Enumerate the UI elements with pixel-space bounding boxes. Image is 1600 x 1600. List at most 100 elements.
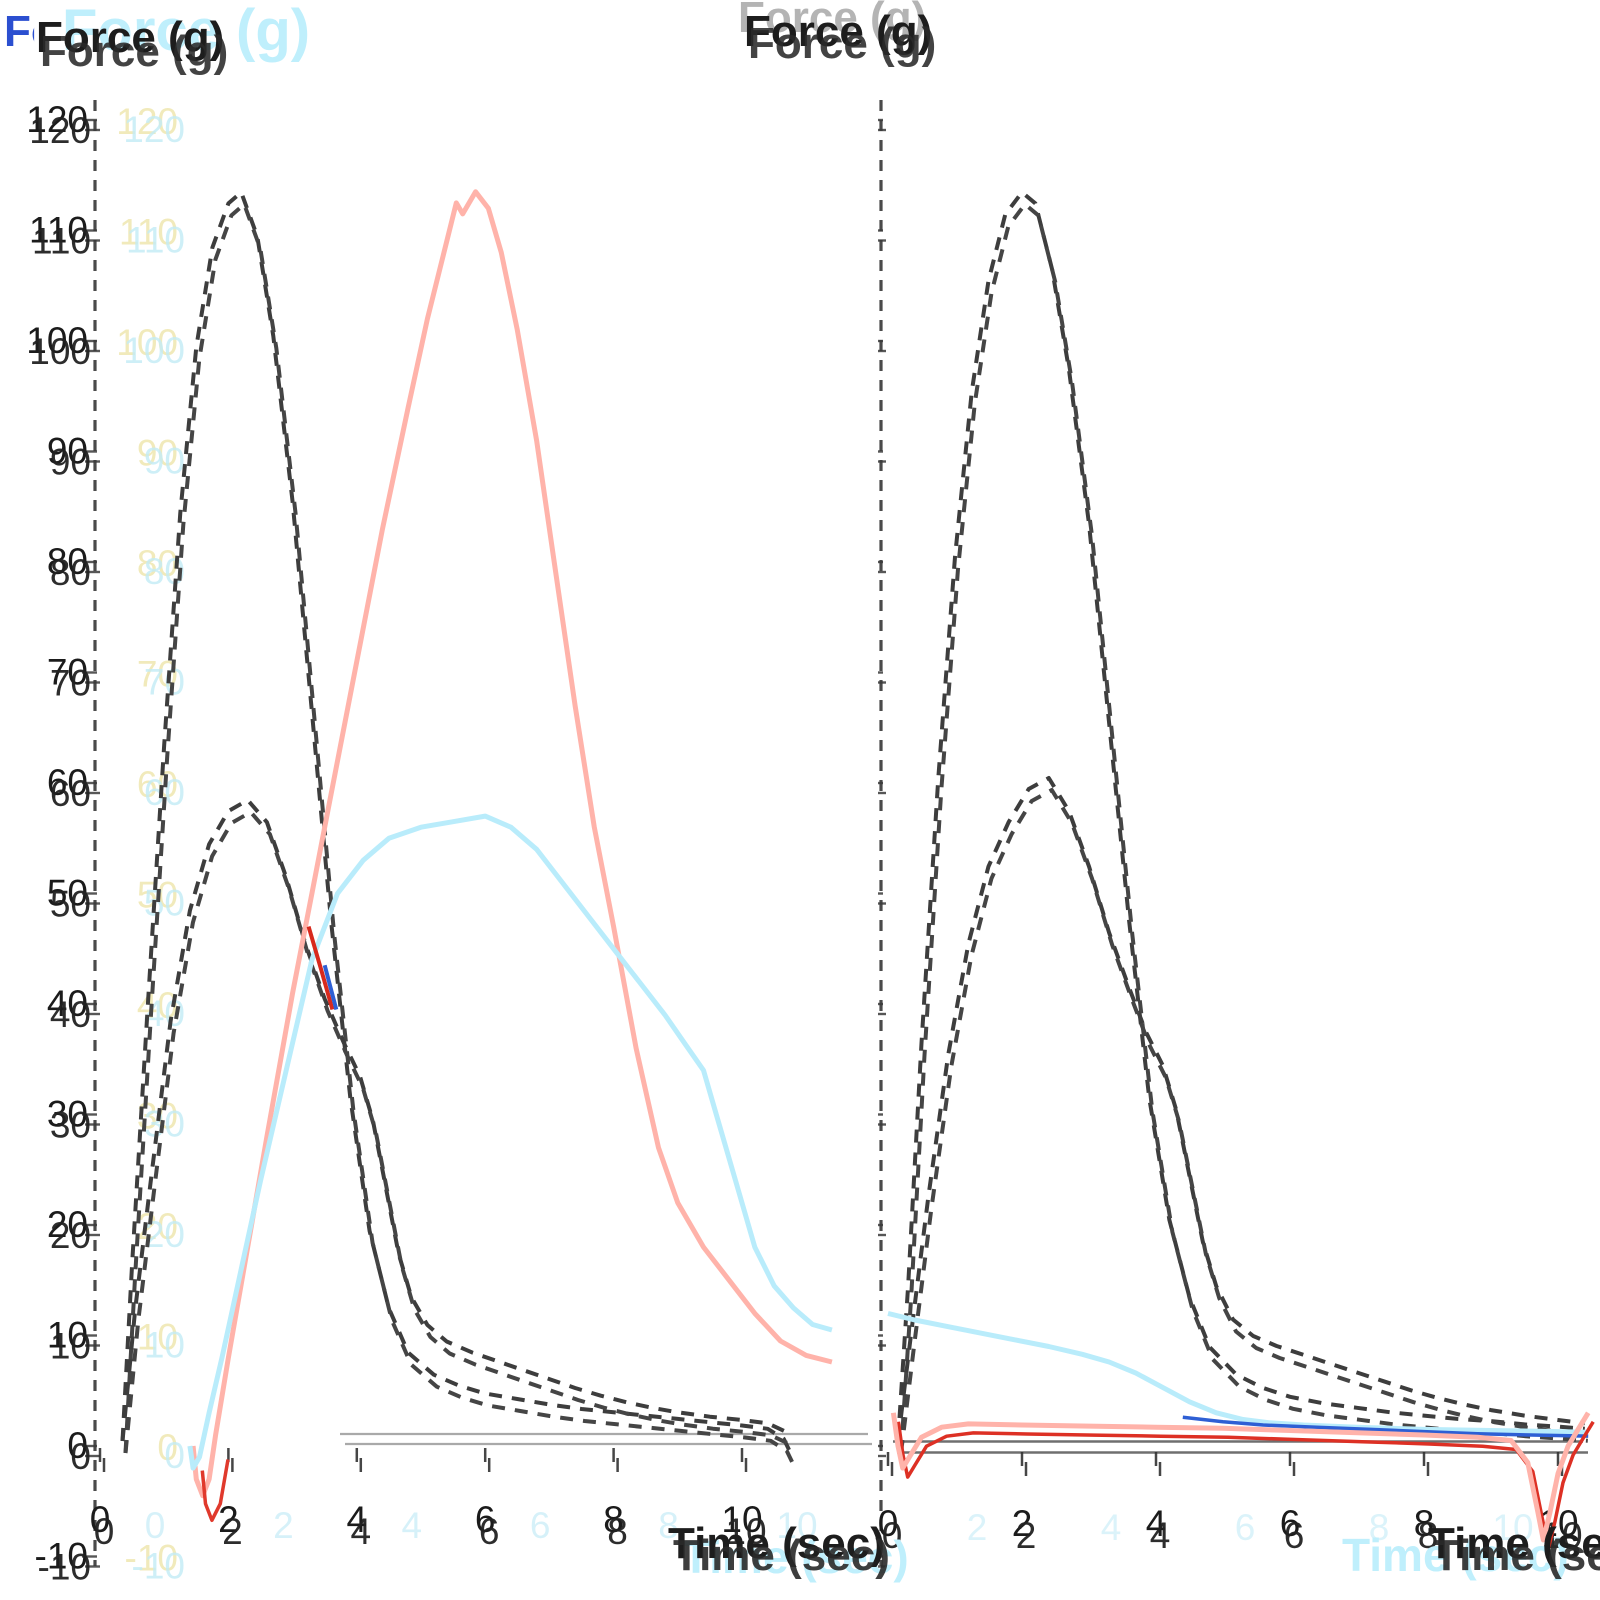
series-red-ghost-fragment [306,926,335,1011]
left-x-axis-label-echo: Time (sec) [673,1531,890,1580]
y-tick-label: 110 [126,220,185,261]
series-salmon [190,189,833,1499]
y-tick-label: -10 [132,1546,185,1587]
y-tick-label: 50 [47,873,88,914]
series-cyan [187,813,833,1471]
series-salmon-with-red-ghost [896,1420,1595,1551]
series-salmon-with-red-ghost [890,1411,1591,1543]
y-tick-label: -10 [125,1538,178,1579]
y-tick-label: 90 [137,433,178,474]
y-tick-label: 80 [50,552,91,593]
y-tick-label: 70 [47,652,88,693]
y-tick-label: 10 [137,1317,178,1358]
x-tick-label: 4 [1101,1507,1122,1548]
x-tick-label: 4 [1146,1503,1167,1544]
series-dashed-low [899,788,1589,1454]
series-red-ghost-start-hook [200,1459,230,1523]
right-chart-plot: 1201201201101101101001001009090908080807… [878,100,1595,1568]
x-tick-label: 4 [1150,1515,1171,1556]
left-x-axis-label-text: Time (sec) [668,1519,885,1568]
y-tick-label: 50 [50,884,91,925]
y-tick-label: 30 [47,1094,88,1135]
y-tick-label: -10 [38,1547,91,1588]
y-tick-label: 100 [26,320,88,361]
right-x-axis-label-ghost-cyan: Time (sec) [1342,1529,1569,1581]
x-tick-label: 4 [402,1505,423,1546]
x-tick-label: 0 [145,1505,166,1546]
y-tick-label: 90 [47,431,88,472]
y-tick-label: 120 [26,99,88,140]
right-y-axis-title-echo: Force (g) [748,19,937,68]
x-tick-label: 8 [658,1505,679,1546]
x-tick-label: 6 [479,1511,500,1552]
x-tick-label: 10 [721,1499,762,1540]
series-dashed-low [896,776,1586,1442]
y-tick-label: 110 [29,210,88,251]
y-tick-label: 70 [50,663,91,704]
y-tick-label: 40 [47,983,88,1024]
y-tick-label: 110 [32,221,91,262]
right-x-axis-label-text: Time (sec) [1428,1519,1600,1568]
right-x-axis-label-echo: Time (sec) [1433,1531,1600,1580]
y-tick-label: 20 [50,1215,91,1256]
x-tick-label: 0 [94,1511,115,1552]
x-tick-label: 8 [603,1499,624,1540]
left-y-axis-title-text: Force (g) [36,13,225,62]
x-tick-label: 10 [725,1511,766,1552]
y-tick-label: 0 [157,1427,178,1468]
series-dashed-tall [896,190,1585,1442]
y-tick-label: 90 [50,442,91,483]
y-tick-label: 110 [119,212,178,253]
x-tick-label: 2 [1016,1515,1037,1556]
x-tick-label: 0 [90,1499,111,1540]
series-cyan [887,1310,1589,1435]
x-tick-label: 8 [1418,1515,1439,1556]
x-tick-label: 2 [1012,1503,1033,1544]
y-tick-label: 120 [29,110,91,151]
series-blue-ghost [1182,1415,1589,1438]
x-tick-label: 0 [878,1503,898,1544]
x-tick-label: 6 [1284,1515,1305,1556]
left-y-axis-title-ghost-blue: Force (g) [4,7,193,56]
x-tick-label: 6 [475,1499,496,1540]
series-dashed-tall [123,202,795,1465]
left-chart-plot: 1201201201201101101101101001001001009090… [26,99,872,1588]
y-tick-label: 60 [137,764,178,805]
series-blue-ghost-fragment [322,964,339,1011]
y-tick-label: 60 [47,762,88,803]
x-tick-label: 4 [351,1511,372,1552]
x-tick-label: 10 [776,1505,817,1546]
y-tick-label: 0 [70,1436,91,1477]
x-tick-label: 2 [273,1505,294,1546]
x-tick-label: 4 [347,1499,368,1540]
x-tick-label: 2 [967,1507,988,1548]
y-tick-label: 10 [47,1315,88,1356]
x-tick-label: 6 [530,1505,551,1546]
series-dashed-tall [120,190,792,1453]
y-tick-label: 100 [123,330,185,371]
y-tick-label: 10 [50,1326,91,1367]
right-y-axis-title-ghost-gray: Force (g) [738,0,927,42]
x-tick-label: 0 [882,1515,903,1556]
x-tick-label: 6 [1235,1507,1256,1548]
y-tick-label: 90 [144,441,185,482]
y-tick-label: 120 [123,109,185,150]
y-tick-label: 30 [144,1104,185,1145]
y-tick-label: 50 [144,883,185,924]
x-tick-label: 8 [1369,1507,1390,1548]
left-y-axis-title-echo: Force (g) [40,27,229,76]
y-tick-label: 100 [29,331,91,372]
right-y-axis-title-text: Force (g) [744,7,933,56]
x-tick-label: 8 [607,1511,628,1552]
series-dashed-low [123,810,791,1454]
left-x-axis-label-ghost-cyan: Time (sec) [682,1531,909,1583]
y-tick-label: 10 [144,1325,185,1366]
y-tick-label: 60 [50,773,91,814]
x-tick-label: 6 [1280,1503,1301,1544]
x-tick-label: 8 [1414,1503,1435,1544]
y-tick-label: 30 [50,1105,91,1146]
series-dashed-low [120,798,788,1442]
y-tick-label: 70 [144,662,185,703]
y-tick-label: 100 [116,322,178,363]
